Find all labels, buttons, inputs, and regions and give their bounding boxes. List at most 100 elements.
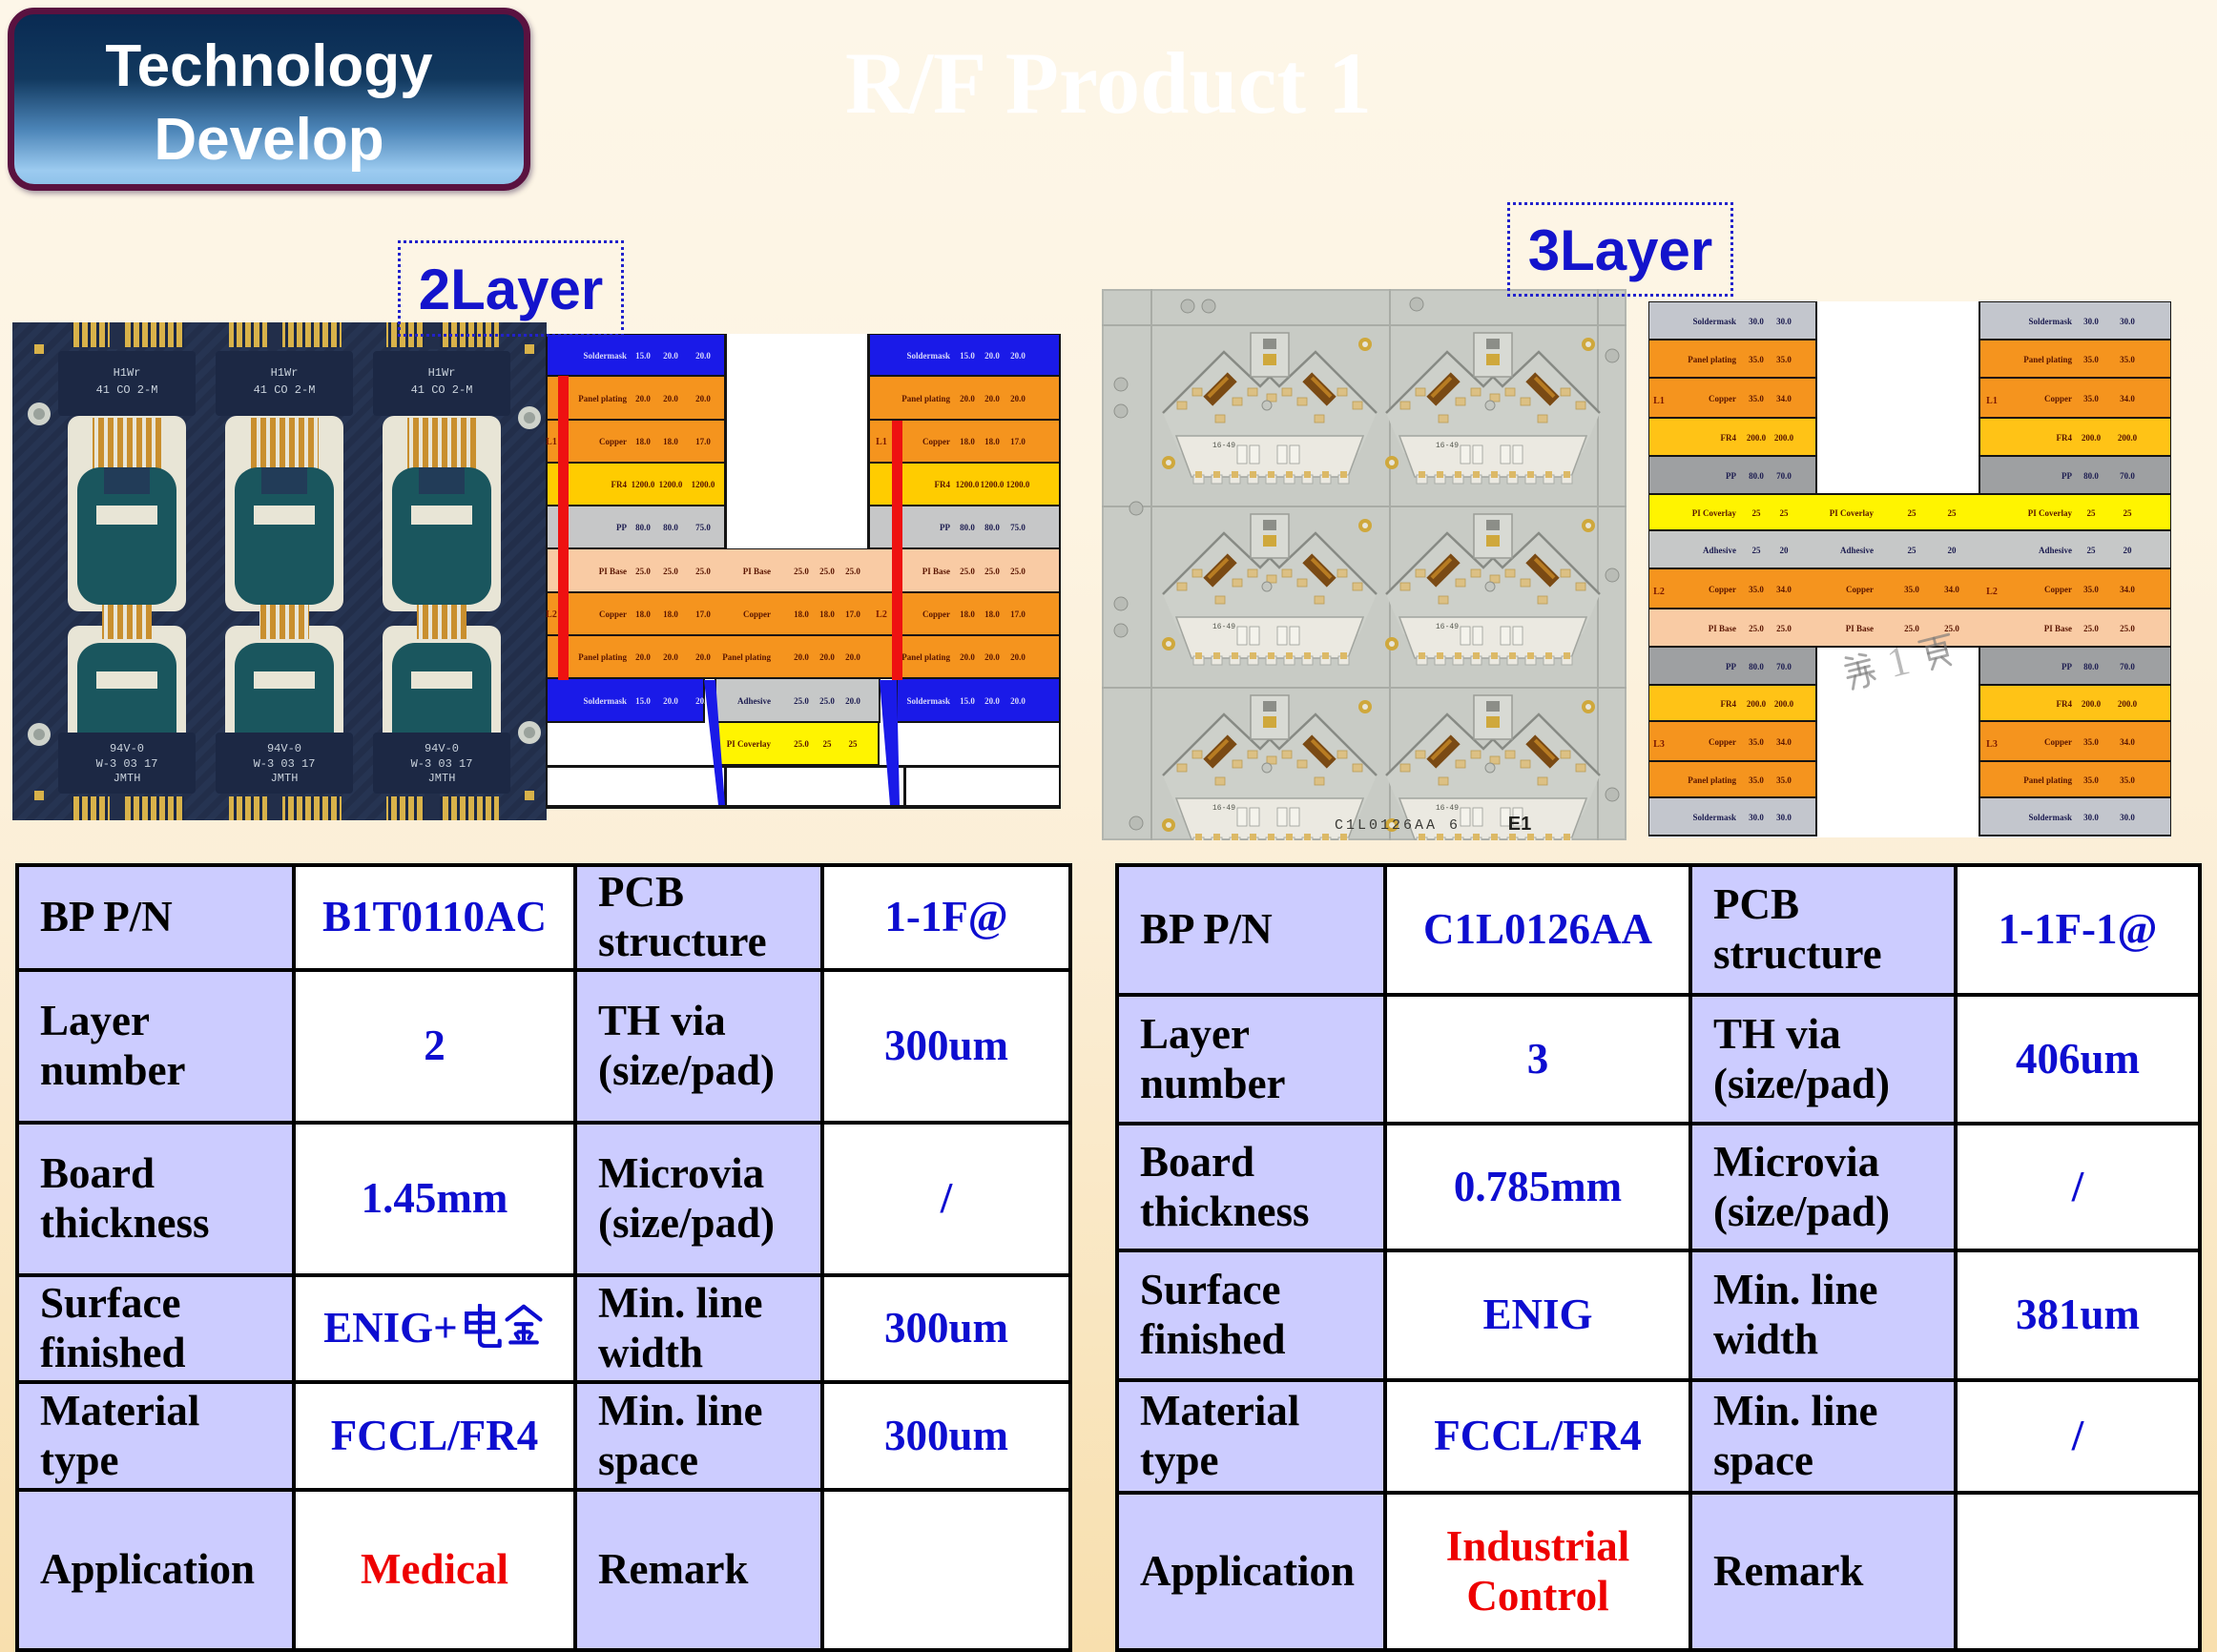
svg-text:PP: PP <box>940 523 950 532</box>
svg-text:25: 25 <box>1780 508 1790 518</box>
svg-text:Panel plating: Panel plating <box>901 394 950 403</box>
svg-text:Panel plating: Panel plating <box>1688 775 1736 785</box>
svg-text:18.0: 18.0 <box>984 609 1000 619</box>
svg-text:PI Coverlay: PI Coverlay <box>1692 508 1737 518</box>
svg-text:34.0: 34.0 <box>1776 394 1792 403</box>
svg-text:25.0: 25.0 <box>1944 624 1959 633</box>
svg-text:PI Coverlay: PI Coverlay <box>1830 508 1875 518</box>
svg-text:70.0: 70.0 <box>1776 662 1792 671</box>
svg-text:25.0: 25.0 <box>794 567 809 576</box>
svg-text:80.0: 80.0 <box>2083 662 2099 671</box>
svg-text:PI Base: PI Base <box>599 567 627 576</box>
svg-text:35.0: 35.0 <box>1749 775 1764 785</box>
svg-text:Soldermask: Soldermask <box>906 351 950 361</box>
svg-text:25.0: 25.0 <box>1904 624 1919 633</box>
svg-text:Panel plating: Panel plating <box>722 652 771 662</box>
svg-text:25.0: 25.0 <box>2083 624 2099 633</box>
svg-text:PI Base: PI Base <box>1846 624 1874 633</box>
svg-text:25: 25 <box>1752 508 1762 518</box>
svg-text:80.0: 80.0 <box>663 523 678 532</box>
svg-text:30.0: 30.0 <box>2120 317 2135 326</box>
svg-text:35.0: 35.0 <box>2083 737 2099 747</box>
svg-text:FR4: FR4 <box>2057 699 2073 709</box>
svg-text:30.0: 30.0 <box>1776 813 1792 822</box>
svg-text:25.0: 25.0 <box>819 696 835 706</box>
svg-text:JMTH: JMTH <box>428 772 456 785</box>
svg-text:25: 25 <box>2087 508 2097 518</box>
svg-text:L2: L2 <box>546 609 557 620</box>
svg-text:18.0: 18.0 <box>663 609 678 619</box>
svg-text:Panel plating: Panel plating <box>578 394 627 403</box>
svg-text:L2: L2 <box>1986 587 1998 597</box>
svg-text:Soldermask: Soldermask <box>2028 317 2072 326</box>
svg-text:E1: E1 <box>1508 814 1531 835</box>
svg-text:Adhesive: Adhesive <box>737 696 771 706</box>
svg-text:80.0: 80.0 <box>984 523 1000 532</box>
svg-text:20.0: 20.0 <box>635 394 651 403</box>
svg-text:Copper: Copper <box>599 609 627 619</box>
svg-text:80.0: 80.0 <box>2083 471 2099 481</box>
svg-text:200.0: 200.0 <box>2118 433 2138 443</box>
svg-text:35.0: 35.0 <box>1749 737 1764 747</box>
svg-text:PI Base: PI Base <box>1709 624 1736 633</box>
svg-text:PI Coverlay: PI Coverlay <box>727 739 772 749</box>
svg-text:L2: L2 <box>1653 587 1665 597</box>
svg-text:Copper: Copper <box>922 609 950 619</box>
svg-text:25.0: 25.0 <box>663 567 678 576</box>
svg-text:Copper: Copper <box>2044 737 2072 747</box>
svg-text:20.0: 20.0 <box>984 652 1000 662</box>
svg-text:25.0: 25.0 <box>845 567 860 576</box>
svg-text:30.0: 30.0 <box>2083 813 2099 822</box>
svg-text:20.0: 20.0 <box>663 394 678 403</box>
svg-text:25: 25 <box>823 739 833 749</box>
svg-text:25.0: 25.0 <box>2120 624 2135 633</box>
svg-text:200.0: 200.0 <box>1747 699 1767 709</box>
svg-text:16-49: 16-49 <box>1436 623 1459 631</box>
svg-text:H1Wr: H1Wr <box>428 366 456 380</box>
svg-text:20.0: 20.0 <box>695 351 711 361</box>
svg-text:25.0: 25.0 <box>1776 624 1792 633</box>
svg-text:34.0: 34.0 <box>1776 737 1792 747</box>
svg-text:1200.0: 1200.0 <box>632 480 655 489</box>
svg-text:20.0: 20.0 <box>845 696 860 706</box>
svg-text:Copper: Copper <box>1709 737 1736 747</box>
svg-text:PI Base: PI Base <box>743 567 771 576</box>
svg-text:PP: PP <box>2062 471 2072 481</box>
svg-text:20.0: 20.0 <box>635 652 651 662</box>
svg-text:20.0: 20.0 <box>1010 351 1026 361</box>
svg-text:L2: L2 <box>876 609 887 620</box>
svg-text:L1: L1 <box>546 437 557 447</box>
svg-text:35.0: 35.0 <box>1749 355 1764 364</box>
svg-text:17.0: 17.0 <box>1010 609 1026 619</box>
svg-text:Adhesive: Adhesive <box>1840 546 1874 555</box>
svg-text:H1Wr: H1Wr <box>271 366 299 380</box>
svg-text:17.0: 17.0 <box>695 437 711 446</box>
svg-text:200.0: 200.0 <box>1774 699 1794 709</box>
svg-text:L3: L3 <box>1653 739 1665 750</box>
svg-text:34.0: 34.0 <box>1944 585 1959 594</box>
svg-text:20.0: 20.0 <box>1010 652 1026 662</box>
svg-text:20: 20 <box>1780 546 1790 555</box>
svg-text:18.0: 18.0 <box>819 609 835 619</box>
svg-text:70.0: 70.0 <box>2120 471 2135 481</box>
svg-text:25: 25 <box>2087 546 2097 555</box>
svg-text:PP: PP <box>1726 662 1736 671</box>
svg-text:20.0: 20.0 <box>819 652 835 662</box>
svg-text:20.0: 20.0 <box>960 652 975 662</box>
svg-text:35.0: 35.0 <box>1776 775 1792 785</box>
svg-text:Copper: Copper <box>1709 585 1736 594</box>
svg-text:Panel plating: Panel plating <box>578 652 627 662</box>
svg-text:L3: L3 <box>1986 739 1998 750</box>
svg-text:35.0: 35.0 <box>2083 775 2099 785</box>
svg-text:35.0: 35.0 <box>1749 394 1764 403</box>
svg-text:Copper: Copper <box>2044 585 2072 594</box>
svg-text:JMTH: JMTH <box>271 772 299 785</box>
svg-text:25.0: 25.0 <box>984 567 1000 576</box>
svg-text:Copper: Copper <box>599 437 627 446</box>
svg-text:34.0: 34.0 <box>2120 394 2135 403</box>
svg-text:25: 25 <box>1908 546 1917 555</box>
svg-text:Adhesive: Adhesive <box>1703 546 1736 555</box>
svg-text:70.0: 70.0 <box>2120 662 2135 671</box>
svg-text:80.0: 80.0 <box>960 523 975 532</box>
svg-text:16-49: 16-49 <box>1212 442 1235 450</box>
